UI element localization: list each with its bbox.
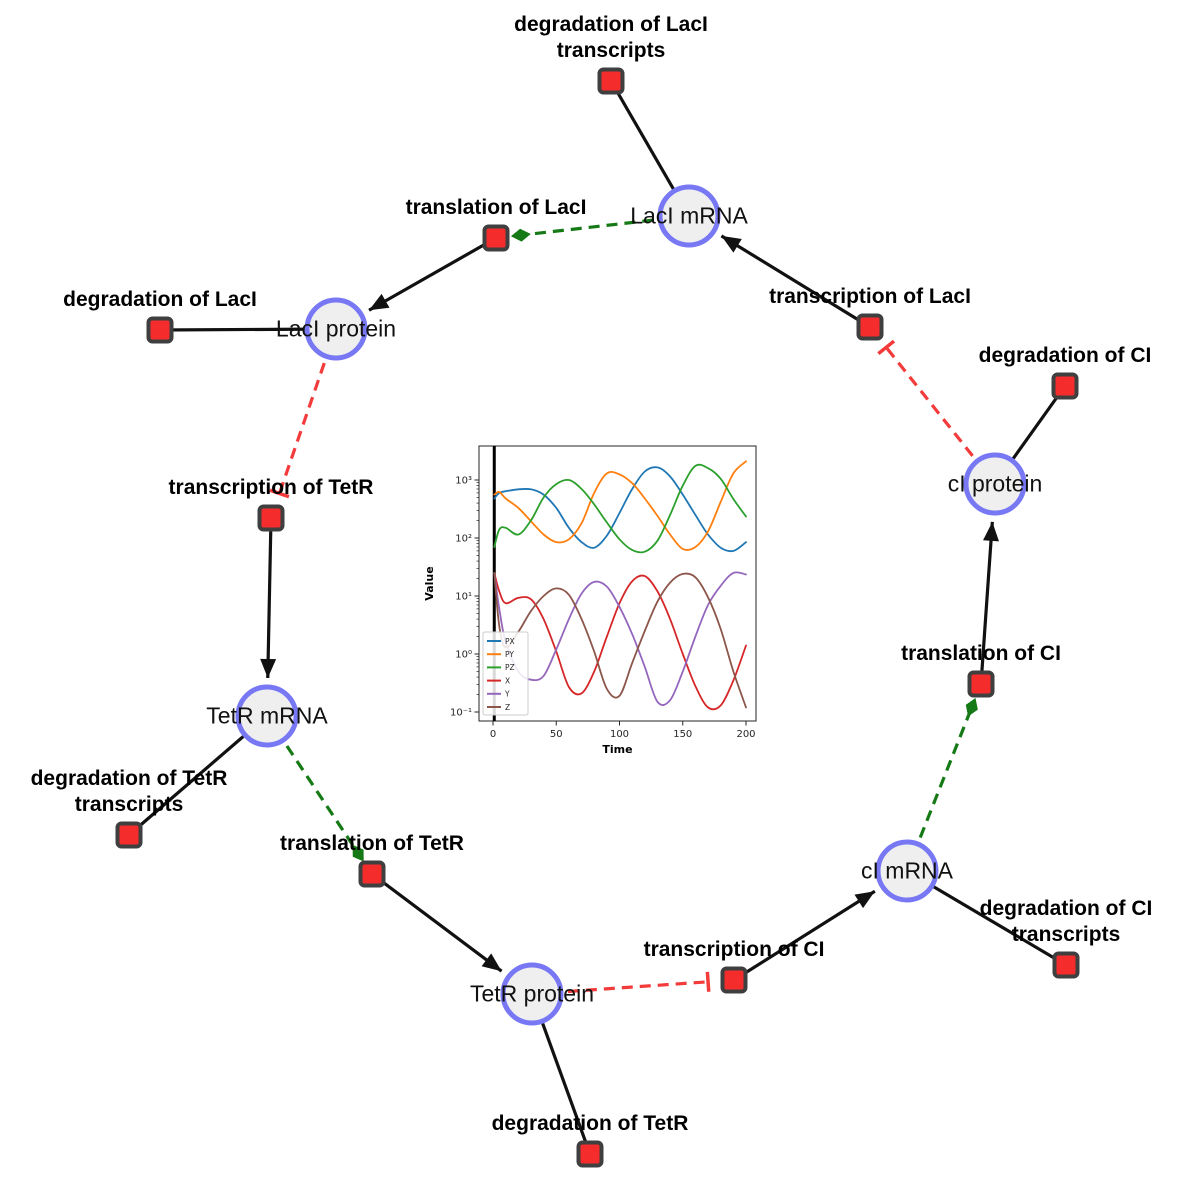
legend-label-Y: Y [504,690,510,699]
reaction-deg_laci[interactable] [146,316,174,344]
reaction-label-line: degradation of TetR [30,767,228,790]
reaction-label-line: transcription of CI [643,938,825,961]
edge-transl_ci-ci_protein-arrowhead [983,521,1000,542]
reaction-label-tx_ci: transcription of CI [644,937,825,963]
species-label-laci_protein: LacI protein [275,315,397,342]
species-ci_mrna[interactable] [875,839,939,903]
reaction-label-line: degradation of LacI [514,13,708,36]
species-label-ci_protein: cI protein [947,470,1043,497]
edge-tx_ci-ci_mrna [733,889,876,982]
reaction-label-deg_laci_tx: degradation of LacI transcripts [514,12,708,64]
species-label-laci_mrna: LacI mRNA [630,202,748,229]
y-tick-label: 10³ [455,476,472,487]
edge-tx_laci-laci_mrna [720,234,871,329]
edge-transl_ci-ci_protein [979,521,994,685]
reaction-deg_laci_tx[interactable] [597,67,625,95]
y-tick-label: 10¹ [455,592,472,603]
x-tick-label: 100 [610,729,629,740]
edge-tetr_protein-tx_ci [531,980,709,996]
reaction-label-line: transcription of LacI [769,285,971,308]
reaction-tx_tetr[interactable] [257,504,285,532]
series-PY-line [493,460,747,551]
reaction-label-deg_ci_tx: degradation of CI transcripts [980,896,1153,948]
reaction-label-line: transcription of TetR [168,476,374,499]
y-tick-label: 10² [455,534,472,545]
edge-laci_mrna-transl_laci-diamond [510,228,531,242]
edge-tetr_protein-tx_ci-tbar [705,971,711,992]
reaction-deg_tetr[interactable] [576,1140,604,1168]
y-tick-label: 10⁰ [455,650,472,661]
reaction-label-deg_laci: degradation of LacI [63,287,257,313]
species-label-tetr_mrna: TetR mRNA [206,702,328,729]
reaction-label-deg_ci: degradation of CI [979,343,1152,369]
reaction-label-line: degradation of LacI [63,288,257,311]
series-X-line [493,572,747,711]
series-PX-line [493,466,747,553]
series-Z-line [493,572,747,709]
y-tick-label: 10⁻¹ [450,708,472,719]
reaction-label-line: translation of CI [901,642,1061,665]
species-laci_mrna[interactable] [657,184,721,248]
x-tick-label: 150 [673,729,692,740]
edge-tetr_mrna-transl_tetr-diamond [352,844,364,862]
species-label-ci_mrna: cI mRNA [861,857,953,884]
edge-ci_mrna-transl_ci-diamond [965,697,978,717]
edge-ci_protein-tx_laci-tbar [877,339,896,355]
reaction-label-tx_laci: transcription of LacI [769,284,971,310]
species-label-tetr_protein: TetR protein [469,980,595,1007]
edge-laci_protein-tx_tetr-tbar [269,488,290,499]
legend-label-PY: PY [505,650,514,659]
reaction-label-deg_tetr: degradation of TetR [492,1111,689,1137]
edge-transl_tetr-tetr_protein [371,872,503,973]
reaction-tx_laci[interactable] [856,313,884,341]
species-laci_protein[interactable] [304,297,368,361]
reaction-transl_tetr[interactable] [358,860,386,888]
x-tick-label: 0 [490,729,496,740]
reaction-label-transl_ci: translation of CI [901,641,1061,667]
edge-tx_tetr-tetr_mrna-arrowhead [260,658,277,679]
species-tetr_protein[interactable] [500,962,564,1026]
reaction-label-line: transcripts [1011,923,1121,946]
reaction-label-line: translation of TetR [280,832,464,855]
simulation-plot: 0 50 100 150 200 10³ 10² 10¹ 10⁰ 10⁻¹ Time Value PX P… [420,430,772,767]
reaction-label-tx_tetr: transcription of TetR [169,475,374,501]
legend-label-X: X [505,676,510,685]
reaction-label-transl_laci: translation of LacI [406,195,587,221]
reaction-label-line: transcripts [556,39,666,62]
simulation-plot-svg: 0 50 100 150 200 10³ 10² 10¹ 10⁰ 10⁻¹ Time Value PX P… [423,445,757,756]
edge-tx_ci-ci_mrna-arrowhead [854,891,875,909]
x-tick-label: 200 [736,729,755,740]
edge-transl_tetr-tetr_protein-arrowhead [481,953,502,972]
reaction-label-line: degradation of CI [979,897,1153,920]
reaction-deg_tetr_tx[interactable] [115,821,143,849]
edge-tx_tetr-tetr_mrna [266,517,273,679]
legend-label-Z: Z [505,703,510,712]
species-ci_protein[interactable] [963,452,1027,516]
edge-ci_protein-tx_laci [884,346,997,485]
reaction-label-transl_tetr: translation of TetR [280,831,464,857]
reaction-transl_laci[interactable] [482,224,510,252]
series-PZ-line [493,463,747,554]
species-tetr_mrna[interactable] [235,684,299,748]
reaction-transl_ci[interactable] [967,670,995,698]
reaction-label-line: transcripts [74,793,184,816]
reaction-label-deg_tetr_tx: degradation of TetR transcripts [31,766,228,818]
reaction-deg_ci_tx[interactable] [1052,951,1080,979]
reaction-label-line: translation of LacI [405,196,587,219]
x-tick-label: 50 [550,729,563,740]
reaction-deg_ci[interactable] [1051,372,1079,400]
reaction-label-line: degradation of TetR [491,1112,689,1135]
legend-label-PZ: PZ [505,663,515,672]
reaction-label-line: degradation of CI [978,344,1152,367]
edge-transl_laci-laci_protein [368,236,497,312]
reaction-tx_ci[interactable] [720,966,748,994]
edge-tx_laci-laci_mrna-arrowhead [721,235,742,253]
x-axis-label: Time [602,743,632,756]
edge-transl_laci-laci_protein-arrowhead [369,293,390,311]
y-axis-label: Value [423,566,436,600]
legend-label-PX: PX [505,637,515,646]
